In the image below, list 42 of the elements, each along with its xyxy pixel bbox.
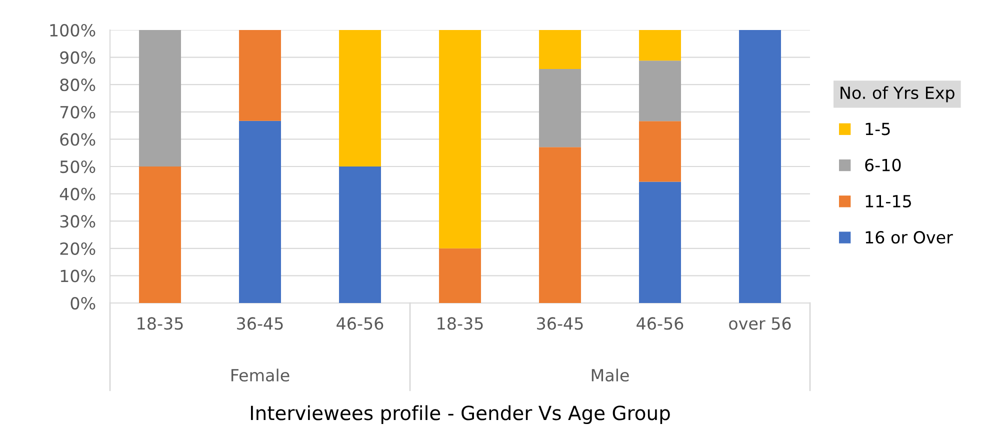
bar [539, 30, 581, 70]
legend-label: 1-5 [866, 122, 890, 136]
text: Male [592, 368, 629, 382]
legend-label: 6-10 [865, 158, 901, 172]
x-tick-label: 18-35 [438, 317, 483, 330]
x-tick-label: 36-45 [237, 317, 283, 330]
x-axis-title: Interviewees profile - Gender Vs Age Group [250, 405, 670, 424]
bar [239, 120, 281, 303]
bar [639, 121, 681, 182]
x-tick-label: 46-56 [336, 317, 384, 330]
bar [139, 166, 181, 303]
x-tick-label: 18-35 [138, 317, 183, 330]
y-tick-label: 20% [60, 242, 96, 255]
bar [539, 147, 581, 303]
y-tick-label: 50% [60, 160, 96, 174]
y-tick-label: 60% [60, 133, 96, 146]
x-tick-label: 46-56 [636, 317, 684, 330]
bar [339, 30, 381, 166]
bar [439, 30, 481, 248]
bar [639, 60, 681, 122]
legend-title: No. of Yrs Exp [840, 86, 954, 102]
bar [339, 166, 381, 303]
bar [139, 30, 181, 166]
bar [539, 69, 581, 148]
y-tick-label: 100% [50, 24, 96, 37]
legend-label: 16 or Over [866, 230, 953, 244]
bar [739, 30, 781, 303]
x-tick-label: over 56 [729, 317, 791, 330]
y-tick-label: 0% [70, 296, 96, 310]
y-tick-label: 30% [60, 215, 96, 228]
y-tick-label: 70% [60, 106, 96, 118]
y-tick-label: 40% [60, 188, 96, 200]
x-tick-label: 36-45 [537, 317, 583, 330]
bar [439, 248, 481, 303]
y-tick-label: 80% [60, 78, 96, 92]
bar [639, 182, 681, 303]
bar [239, 30, 281, 121]
y-tick-label: 10% [60, 270, 96, 282]
legend-label: 11-15 [866, 195, 911, 208]
text: Female [232, 368, 290, 382]
bar [639, 30, 681, 61]
y-tick-label: 90% [60, 51, 96, 64]
